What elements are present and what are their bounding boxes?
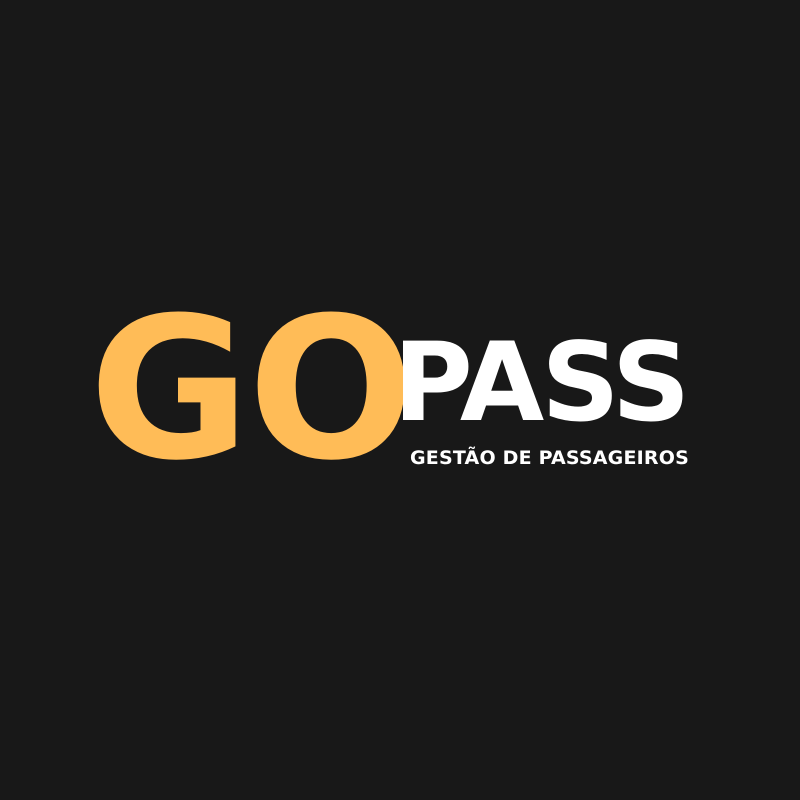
logo-word-pass: PASS [393,319,690,446]
logo-word-go: GO [89,276,414,504]
logo-tagline: GESTÃO DE PASSAGEIROS [410,447,689,469]
